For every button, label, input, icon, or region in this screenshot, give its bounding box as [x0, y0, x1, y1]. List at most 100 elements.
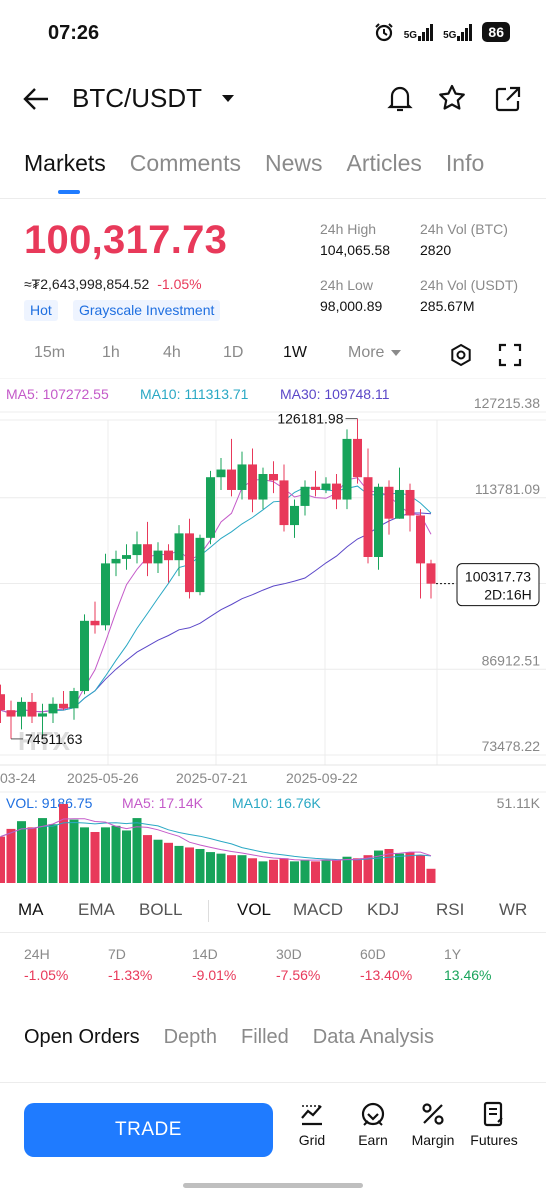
- candle[interactable]: [174, 533, 184, 561]
- volume-bar[interactable]: [80, 827, 89, 883]
- candle[interactable]: [269, 474, 278, 481]
- volume-bar[interactable]: [279, 858, 289, 883]
- tab-news[interactable]: News: [265, 150, 323, 176]
- tab-open-orders[interactable]: Open Orders: [24, 1026, 140, 1048]
- volume-bar[interactable]: [27, 827, 37, 883]
- more-caret-icon[interactable]: [391, 350, 401, 357]
- trade-button[interactable]: TRADE: [24, 1103, 273, 1157]
- volume-bar[interactable]: [101, 827, 110, 883]
- back-arrow-icon[interactable]: [22, 86, 50, 112]
- volume-bar[interactable]: [59, 804, 68, 883]
- candle[interactable]: [59, 703, 68, 709]
- candle[interactable]: [6, 710, 16, 717]
- candle[interactable]: [132, 544, 142, 556]
- margin-button[interactable]: Margin: [403, 1100, 463, 1150]
- tab-data-analysis[interactable]: Data Analysis: [312, 1026, 434, 1048]
- candle[interactable]: [216, 469, 226, 478]
- volume-bar[interactable]: [195, 848, 205, 883]
- bell-icon[interactable]: [386, 83, 414, 113]
- volume-bar[interactable]: [384, 848, 394, 883]
- volume-bar[interactable]: [363, 855, 373, 883]
- volume-bar[interactable]: [374, 850, 383, 883]
- volume-bar[interactable]: [185, 847, 194, 883]
- last-price-box[interactable]: [456, 563, 540, 607]
- volume-bar[interactable]: [122, 830, 131, 883]
- chart-svg[interactable]: MA5: 107272.55 MA10: 111313.71 MA30: 10974…: [0, 377, 546, 890]
- interval-1w[interactable]: 1W: [283, 344, 307, 361]
- volume-bar[interactable]: [269, 859, 278, 883]
- volume-bar[interactable]: [416, 855, 425, 883]
- volume-bar[interactable]: [153, 839, 163, 883]
- candle[interactable]: [153, 550, 163, 564]
- candle[interactable]: [290, 505, 299, 526]
- candle[interactable]: [279, 480, 289, 526]
- indicator-vol[interactable]: VOL: [237, 900, 272, 919]
- volume-bar[interactable]: [248, 858, 257, 883]
- candle[interactable]: [227, 469, 236, 490]
- volume-bar[interactable]: [132, 818, 142, 883]
- indicator-macd[interactable]: MACD: [293, 900, 344, 919]
- candle[interactable]: [101, 563, 110, 626]
- volume-bar[interactable]: [90, 831, 100, 883]
- candle[interactable]: [195, 537, 205, 593]
- volume-bar[interactable]: [395, 853, 404, 883]
- volume-bar[interactable]: [353, 858, 362, 883]
- candle[interactable]: [311, 486, 320, 490]
- pair-title[interactable]: BTC/USDT: [72, 83, 202, 113]
- candle[interactable]: [395, 489, 404, 519]
- candle[interactable]: [122, 555, 131, 559]
- price-chart[interactable]: MA5: 107272.55 MA10: 111313.71 MA30: 10974…: [0, 377, 546, 890]
- star-icon[interactable]: [437, 83, 467, 113]
- indicator-ma[interactable]: MA: [18, 900, 44, 919]
- volume-bar[interactable]: [290, 861, 299, 883]
- volume-bar[interactable]: [311, 861, 320, 883]
- indicator-rsi[interactable]: RSI: [436, 900, 465, 919]
- grid-button[interactable]: Grid: [282, 1100, 342, 1150]
- volume-bar[interactable]: [17, 821, 26, 883]
- candle[interactable]: [258, 474, 268, 500]
- share-icon[interactable]: [494, 85, 522, 113]
- interval-1h[interactable]: 1h: [102, 344, 120, 361]
- candle[interactable]: [416, 515, 425, 564]
- candle[interactable]: [342, 438, 352, 500]
- tab-info[interactable]: Info: [445, 150, 485, 176]
- candle[interactable]: [237, 464, 247, 490]
- indicator-boll[interactable]: BOLL: [139, 900, 183, 919]
- tag-hot[interactable]: Hot: [24, 300, 58, 321]
- candle[interactable]: [185, 533, 194, 593]
- candle[interactable]: [332, 483, 341, 500]
- indicator-kdj[interactable]: KDJ: [367, 900, 400, 919]
- indicator-ema[interactable]: EMA: [78, 900, 115, 919]
- candle[interactable]: [38, 713, 47, 717]
- volume-bar[interactable]: [216, 853, 226, 883]
- tab-depth[interactable]: Depth: [163, 1026, 217, 1048]
- candle[interactable]: [164, 550, 173, 561]
- volume-bar[interactable]: [405, 852, 415, 883]
- volume-bar[interactable]: [0, 836, 5, 883]
- candle[interactable]: [426, 563, 436, 584]
- settings-icon[interactable]: [449, 343, 473, 367]
- tab-comments[interactable]: Comments: [129, 150, 241, 176]
- candle[interactable]: [80, 620, 89, 692]
- volume-bar[interactable]: [237, 855, 247, 883]
- candle[interactable]: [17, 701, 26, 717]
- candle[interactable]: [206, 477, 215, 538]
- candle[interactable]: [48, 703, 58, 714]
- pair-dropdown-icon[interactable]: [221, 94, 235, 103]
- futures-button[interactable]: Futures: [464, 1100, 524, 1150]
- volume-bar[interactable]: [321, 859, 331, 883]
- candle[interactable]: [384, 486, 394, 519]
- volume-bar[interactable]: [143, 835, 152, 883]
- earn-button[interactable]: Earn: [343, 1100, 403, 1150]
- candle[interactable]: [374, 486, 383, 557]
- indicator-wr[interactable]: WR: [499, 900, 528, 919]
- fullscreen-icon[interactable]: [498, 343, 522, 367]
- tab-markets[interactable]: Markets: [24, 150, 106, 176]
- volume-bar[interactable]: [227, 855, 236, 883]
- volume-bar[interactable]: [426, 868, 436, 883]
- volume-bar[interactable]: [342, 856, 352, 883]
- volume-bar[interactable]: [38, 818, 47, 883]
- candle[interactable]: [363, 477, 373, 557]
- tab-articles[interactable]: Articles: [346, 150, 422, 176]
- volume-bar[interactable]: [164, 842, 173, 883]
